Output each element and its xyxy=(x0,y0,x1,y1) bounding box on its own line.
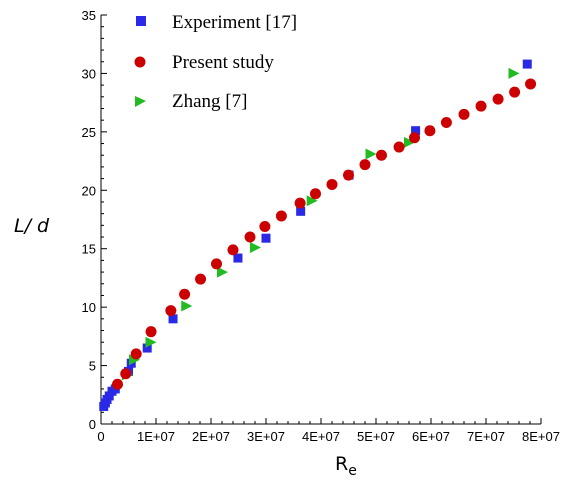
legend-label-experiment: Experiment [17] xyxy=(172,12,297,33)
x-axis-label: Re xyxy=(335,453,357,479)
data-point-present-study xyxy=(492,93,504,105)
data-point-present-study xyxy=(475,100,487,112)
data-point-present-study xyxy=(440,117,452,129)
data-point-experiment-17 xyxy=(168,314,178,324)
data-point-present-study xyxy=(294,197,306,209)
x-axis-label-subscript: e xyxy=(348,463,357,479)
x-tick-label: 2E+07 xyxy=(192,429,230,444)
data-point-experiment-17 xyxy=(233,253,243,263)
series-zhang-7 xyxy=(121,67,520,381)
data-point-experiment-17 xyxy=(104,391,114,401)
x-tick-label: 0 xyxy=(97,429,104,444)
data-point-present-study xyxy=(343,169,354,181)
data-point-present-study xyxy=(195,273,207,285)
legend: Experiment [17] Present study Zhang [7] xyxy=(134,12,297,112)
data-point-present-study xyxy=(525,78,537,90)
legend-label-zhang: Zhang [7] xyxy=(172,91,247,112)
data-point-present-study xyxy=(211,258,222,270)
data-point-zhang-7 xyxy=(217,266,228,278)
y-tick-label: 15 xyxy=(82,242,96,257)
data-point-zhang-7 xyxy=(145,336,157,348)
y-tick-label: 10 xyxy=(82,300,96,315)
legend-marker-zhang xyxy=(135,96,146,107)
data-point-zhang-7 xyxy=(365,148,377,160)
data-point-present-study xyxy=(120,368,132,380)
y-axis-label: L/ d xyxy=(14,215,50,237)
data-point-experiment-17 xyxy=(142,343,152,353)
data-point-experiment-17 xyxy=(296,206,306,216)
data-point-present-study xyxy=(227,244,239,256)
x-axis-label-main: R xyxy=(335,453,348,475)
x-tick-label: 6E+07 xyxy=(412,429,450,444)
y-tick-label: 25 xyxy=(82,125,96,140)
data-point-zhang-7 xyxy=(181,300,193,312)
y-tick-label: 5 xyxy=(89,359,96,374)
series-present-study xyxy=(112,78,537,390)
y-tick-label: 35 xyxy=(82,8,96,23)
data-point-present-study xyxy=(165,305,177,317)
axes: 0 1E+07 2E+07 3E+07 4E+07 5E+07 6E+07 7E+07 8E+0… xyxy=(82,8,560,444)
data-point-present-study xyxy=(393,141,405,153)
data-point-experiment-17 xyxy=(261,233,271,243)
y-tick-label: 20 xyxy=(82,183,96,198)
y-tick-label: 0 xyxy=(89,417,96,432)
data-point-present-study xyxy=(424,125,436,137)
x-tick-label: 8E+07 xyxy=(522,429,560,444)
legend-marker-present-study xyxy=(134,56,146,68)
x-tick-label: 3E+07 xyxy=(247,429,285,444)
data-marks xyxy=(99,59,537,411)
data-point-present-study xyxy=(179,288,191,300)
x-tick-label: 4E+07 xyxy=(302,429,340,444)
data-point-present-study xyxy=(244,231,256,243)
legend-label-present-study: Present study xyxy=(172,52,274,73)
data-point-present-study xyxy=(458,108,470,120)
data-point-present-study xyxy=(112,378,123,390)
legend-marker-experiment xyxy=(136,16,146,26)
data-point-zhang-7 xyxy=(404,136,415,148)
y-tick-label: 30 xyxy=(82,66,96,81)
data-point-present-study xyxy=(326,178,338,190)
data-point-present-study xyxy=(145,326,157,338)
data-point-present-study xyxy=(509,86,521,98)
data-point-present-study xyxy=(409,132,420,144)
data-point-zhang-7 xyxy=(508,67,520,79)
data-point-present-study xyxy=(275,210,287,222)
data-point-zhang-7 xyxy=(250,242,261,254)
x-tick-label: 5E+07 xyxy=(357,429,395,444)
data-point-present-study xyxy=(310,188,321,200)
x-tick-label: 7E+07 xyxy=(467,429,505,444)
data-point-experiment-17 xyxy=(411,126,421,136)
data-point-present-study xyxy=(259,221,271,233)
data-point-present-study xyxy=(359,159,371,171)
x-tick-label: 1E+07 xyxy=(137,429,175,444)
data-point-zhang-7 xyxy=(306,195,318,207)
data-point-experiment-17 xyxy=(522,59,532,69)
data-point-present-study xyxy=(376,149,387,161)
data-point-present-study xyxy=(130,348,142,360)
